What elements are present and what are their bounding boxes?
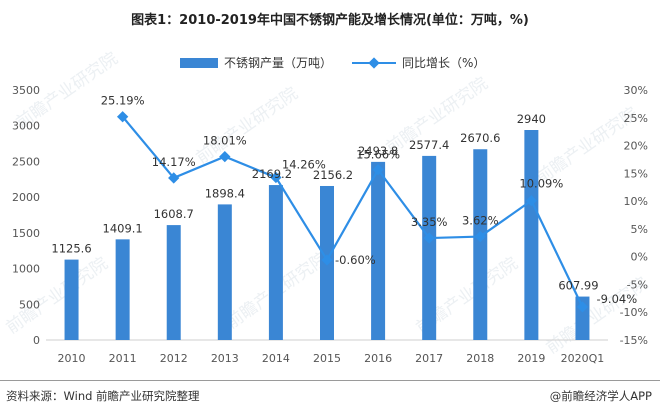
y-left-tick-label: 3000 <box>12 120 40 133</box>
y-right-tick-label: 15% <box>624 167 648 180</box>
x-tick-label: 2012 <box>160 352 188 365</box>
line-point <box>321 254 333 266</box>
line-series <box>116 111 589 313</box>
y-right-tick-label: 30% <box>624 84 648 97</box>
brand-credit: @前瞻经济学人APP <box>549 389 652 403</box>
y-left-tick-label: 1500 <box>12 227 40 240</box>
legend-bar-swatch <box>180 58 218 68</box>
line-point <box>525 194 538 207</box>
bar-value-label: 2940 <box>517 112 546 126</box>
x-tick-label: 2014 <box>262 352 290 365</box>
line-value-label: -0.60% <box>335 253 376 267</box>
legend: 不锈钢产量（万吨） 同比增长（%） <box>180 56 485 70</box>
y-right-tick-label: -15% <box>620 334 648 347</box>
line-point <box>270 171 282 184</box>
y-left-tick-label: 2500 <box>12 155 40 168</box>
x-tick-label: 2015 <box>313 352 341 365</box>
x-tick-label: 2016 <box>364 352 392 365</box>
growth-line <box>121 116 584 308</box>
bar <box>524 130 539 340</box>
line-value-label: 15.66% <box>356 148 400 162</box>
legend-line-label: 同比增长（%） <box>402 56 485 70</box>
line-value-label: 18.01% <box>203 134 247 148</box>
line-value-label: 25.19% <box>101 94 145 108</box>
bar-value-label: 1409.1 <box>103 221 143 235</box>
bar-value-label: 2670.6 <box>460 131 500 145</box>
line-point <box>474 230 486 243</box>
bar-value-label: 1608.7 <box>154 207 194 221</box>
bar-series <box>64 130 590 340</box>
x-tick-label: 2013 <box>211 352 239 365</box>
bar <box>166 225 181 340</box>
y-right-tick-label: 5% <box>631 223 648 236</box>
watermark-text: 前瞻产业研究院 <box>193 84 302 169</box>
legend-line-marker <box>368 57 380 69</box>
x-tick-label: 2017 <box>415 352 443 365</box>
legend-bar-label: 不锈钢产量（万吨） <box>224 56 332 70</box>
y-left-tick-label: 3500 <box>12 84 40 97</box>
line-value-label: 3.62% <box>462 214 499 228</box>
bar-value-label: 1125.6 <box>51 242 91 256</box>
line-value-label: 14.26% <box>282 157 326 171</box>
bar <box>473 149 488 340</box>
y-left-tick-label: 1000 <box>12 263 40 276</box>
y-right-tick-label: -10% <box>620 306 648 319</box>
bar-value-label: 2156.2 <box>313 168 353 182</box>
bar <box>422 155 437 340</box>
bar <box>268 185 283 340</box>
footer-divider <box>0 380 660 381</box>
y-right-tick-label: 10% <box>624 195 648 208</box>
source-note: 资料来源：Wind 前瞻产业研究院整理 <box>6 389 200 403</box>
chart-title: 图表1：2010-2019年中国不锈钢产能及增长情况(单位：万吨，%) <box>131 13 529 28</box>
footer: 资料来源：Wind 前瞻产业研究院整理 @前瞻经济学人APP <box>0 380 660 416</box>
y-left-tick-label: 500 <box>19 298 40 311</box>
y-right-tick-label: 25% <box>624 112 648 125</box>
y-right-tick-label: -5% <box>627 278 648 291</box>
y-left-tick-label: 2000 <box>12 191 40 204</box>
line-value-label: 3.35% <box>411 215 448 229</box>
x-tick-label: 2020Q1 <box>561 352 605 365</box>
bar-value-label: 607.99 <box>558 279 598 293</box>
line-value-label: 14.17% <box>152 155 196 169</box>
line-point <box>423 232 435 244</box>
line-point <box>168 172 180 184</box>
data-labels: 1125.6 1409.1 1608.7 1898.4 2169.2 2156.2 2493… <box>51 94 637 306</box>
x-tick-label: 2018 <box>466 352 494 365</box>
bar-value-label: 1898.4 <box>205 186 245 200</box>
x-tick-label: 2011 <box>109 352 137 365</box>
bar <box>64 259 79 340</box>
y-right-tick-label: 20% <box>624 140 648 153</box>
line-value-label: -9.04% <box>596 292 637 306</box>
bar-value-label: 2577.4 <box>409 138 449 152</box>
line-point <box>219 150 231 163</box>
bar-value-label: 2493.8 <box>358 144 398 158</box>
line-value-label: 10.09% <box>519 177 563 191</box>
line-point <box>576 301 589 313</box>
x-tick-label: 2019 <box>517 352 545 365</box>
bar <box>371 161 386 340</box>
x-tick-label: 2010 <box>58 352 86 365</box>
y-right-tick-label: 0% <box>631 251 648 264</box>
line-point <box>372 164 384 176</box>
bar <box>217 204 232 340</box>
y-left-tick-label: 0 <box>33 334 40 347</box>
bar-value-label: 2169.2 <box>252 167 292 181</box>
bar <box>115 239 130 340</box>
